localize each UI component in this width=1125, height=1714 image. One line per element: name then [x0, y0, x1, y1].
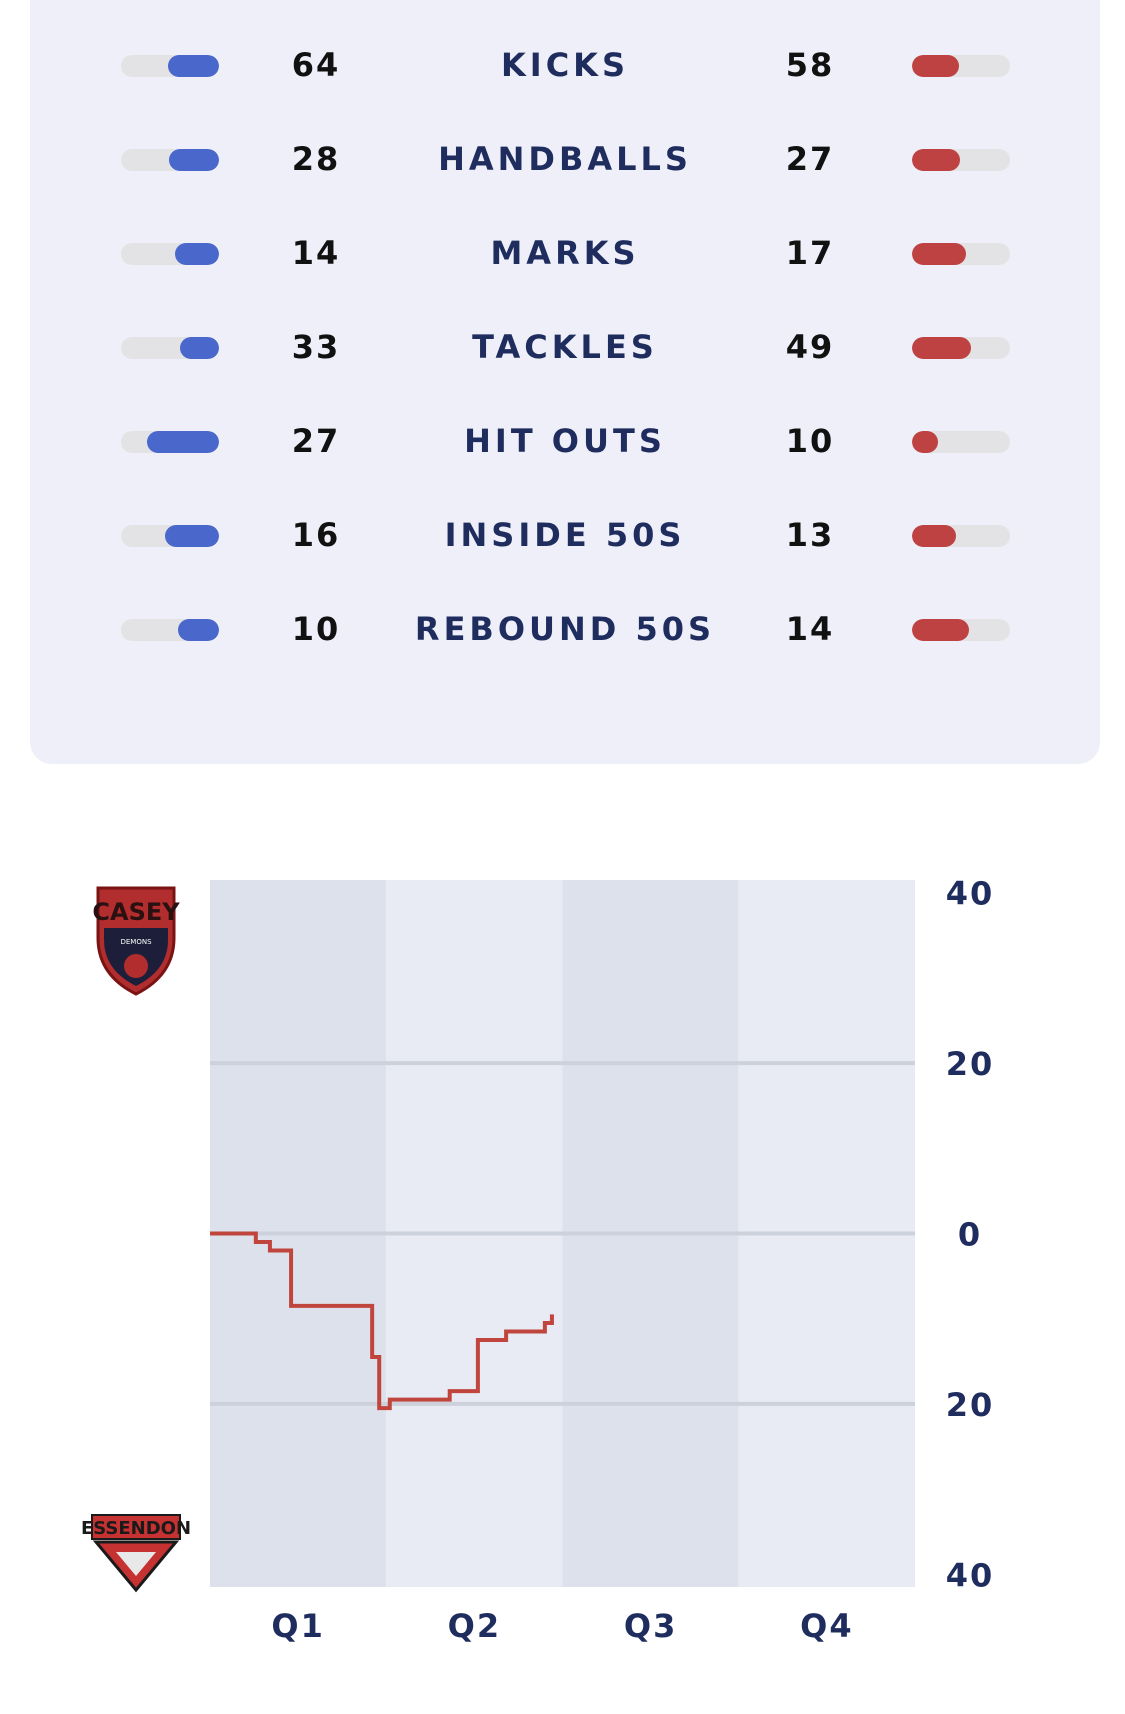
stat-row: 27 HIT OUTS 10 — [0, 412, 1125, 472]
stat-row: 64 KICKS 58 — [0, 36, 1125, 96]
away-stat-value: 58 — [785, 46, 835, 84]
worm-line — [210, 1231, 554, 1411]
gridlines — [210, 1061, 915, 1406]
quarter-label: Q1 — [271, 1607, 324, 1645]
home-stat-bar-fill — [165, 525, 219, 547]
quarter-label: Q4 — [800, 1607, 853, 1645]
stat-row: 28 HANDBALLS 27 — [0, 130, 1125, 190]
stat-row: 33 TACKLES 49 — [0, 318, 1125, 378]
x-axis-quarters: Q1 Q2 Q3 Q4 — [271, 1607, 853, 1645]
away-stat-bar-fill — [912, 55, 959, 77]
stat-row: 16 INSIDE 50S 13 — [0, 506, 1125, 566]
home-stat-bar-fill — [178, 619, 219, 641]
away-stat-bar-fill — [912, 243, 966, 265]
logo-bottom-text: ESSENDON — [81, 1518, 191, 1539]
stat-row: 10 REBOUND 50S 14 — [0, 600, 1125, 660]
margin-worm — [210, 1231, 554, 1411]
home-stat-bar-fill — [168, 55, 219, 77]
stat-row: 14 MARKS 17 — [0, 224, 1125, 284]
home-stat-bar — [121, 55, 219, 77]
home-stat-value: 27 — [291, 422, 341, 460]
home-stat-value: 33 — [291, 328, 341, 366]
stat-label: REBOUND 50S — [414, 610, 716, 648]
away-stat-bar — [912, 431, 1010, 453]
essendon-logo: ESSENDON — [81, 1514, 191, 1593]
home-stat-bar — [121, 149, 219, 171]
home-stat-value: 64 — [291, 46, 341, 84]
casey-demons-logo: CASEY DEMONS — [92, 886, 180, 996]
home-stat-bar — [121, 431, 219, 453]
quarter-label: Q3 — [624, 1607, 677, 1645]
away-stat-value: 49 — [785, 328, 835, 366]
home-stat-bar-fill — [180, 337, 219, 359]
home-stat-bar-fill — [175, 243, 219, 265]
y-axis-ticks: 40 20 0 20 40 — [946, 875, 995, 1595]
home-stat-bar — [121, 337, 219, 359]
home-stat-bar-fill — [169, 149, 219, 171]
away-stat-bar — [912, 55, 1010, 77]
away-stat-value: 27 — [785, 140, 835, 178]
quarter-label: Q2 — [448, 1607, 501, 1645]
away-stat-bar-fill — [912, 431, 938, 453]
stat-label: HIT OUTS — [464, 422, 666, 460]
y-tick-label: 40 — [946, 875, 995, 913]
y-tick-label: 20 — [946, 1386, 995, 1424]
logo-top-text: CASEY — [92, 898, 180, 926]
away-stat-value: 10 — [785, 422, 835, 460]
home-stat-value: 10 — [291, 610, 341, 648]
stat-label: KICKS — [500, 46, 630, 84]
stat-label: HANDBALLS — [438, 140, 692, 178]
away-stat-value: 13 — [785, 516, 835, 554]
away-stat-bar — [912, 243, 1010, 265]
y-tick-label: 20 — [946, 1045, 995, 1083]
away-stat-bar — [912, 337, 1010, 359]
home-stat-bar — [121, 619, 219, 641]
away-stat-bar-fill — [912, 619, 969, 641]
away-stat-bar-fill — [912, 337, 971, 359]
away-stat-bar-fill — [912, 525, 956, 547]
home-stat-bar-fill — [147, 431, 219, 453]
y-tick-label: 0 — [958, 1216, 982, 1254]
away-stat-bar-fill — [912, 149, 960, 171]
away-stat-bar — [912, 525, 1010, 547]
stat-label: MARKS — [490, 234, 640, 272]
away-stat-value: 17 — [785, 234, 835, 272]
worm-chart: 40 20 0 20 40 Q1 Q2 Q3 Q4 CASEY DEMONS ESSENDON — [81, 875, 995, 1645]
home-stat-bar — [121, 525, 219, 547]
stat-label: INSIDE 50S — [444, 516, 686, 554]
home-stat-value: 14 — [291, 234, 341, 272]
logo-top-sub: DEMONS — [120, 938, 152, 946]
away-stat-value: 14 — [785, 610, 835, 648]
home-stat-value: 28 — [291, 140, 341, 178]
home-stat-value: 16 — [291, 516, 341, 554]
away-stat-bar — [912, 149, 1010, 171]
home-stat-bar — [121, 243, 219, 265]
y-tick-label: 40 — [946, 1556, 995, 1594]
stat-label: TACKLES — [472, 328, 658, 366]
away-stat-bar — [912, 619, 1010, 641]
